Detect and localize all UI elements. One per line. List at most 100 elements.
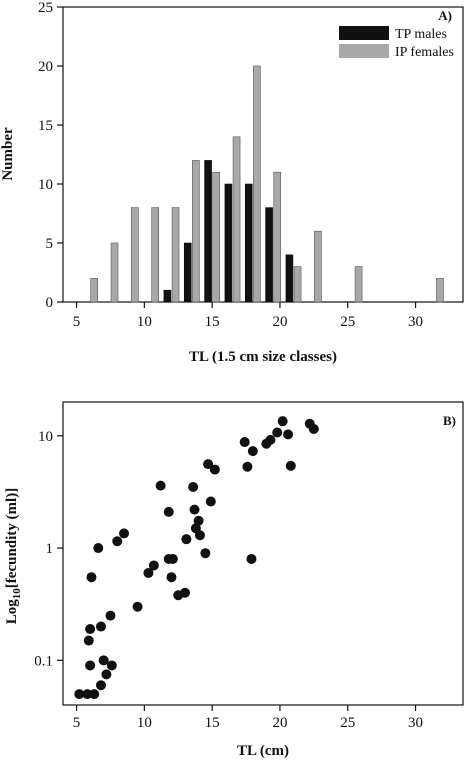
ip-females-bar-13: [436, 278, 444, 303]
panel-a-label: A): [438, 8, 452, 23]
fecundity-point-43: [277, 416, 288, 427]
fecundity-point-17: [143, 567, 154, 578]
fecundity-point-3: [95, 680, 106, 691]
ip-females-bar-11: [314, 230, 322, 303]
fecundity-point-34: [205, 496, 216, 507]
ip-females-bar-8: [253, 65, 261, 303]
fecundity-point-16: [119, 528, 130, 539]
panel-a-y-tick-label-2: 10: [38, 177, 53, 193]
fecundity-point-31: [194, 530, 205, 541]
panel-a-frame: [62, 6, 464, 303]
fecundity-point-14: [93, 543, 104, 554]
panel-b-y-axis-title: Log10[fecundity (ml)]: [4, 488, 23, 624]
panel-b-label: B): [443, 413, 456, 428]
fecundity-point-12: [132, 601, 143, 612]
fecundity-point-13: [86, 572, 97, 583]
fecundity-point-45: [285, 460, 296, 471]
panel-a-y-tick-label-4: 20: [38, 59, 53, 75]
tp-males-bar-4: [244, 183, 253, 303]
panel-b-y-ticks: 0.1 1 10: [34, 429, 63, 669]
panel-b-y-tick-label-1: 1: [46, 541, 54, 557]
fecundity-point-27: [188, 481, 199, 492]
panel-a-y-tick-label-0: 0: [46, 295, 54, 311]
panel-a-y-tick-label-3: 15: [38, 118, 53, 134]
panel-a-y-axis-title: Number: [0, 127, 16, 181]
ip-females-bar-5: [192, 160, 200, 303]
tp-males-bar-2: [204, 160, 212, 303]
panel-b-y-axis-title-main: Log: [4, 599, 20, 625]
ip-females-bar-9: [273, 171, 282, 303]
fecundity-point-42: [272, 427, 283, 438]
panel-a-x-axis-title: TL (1.5 cm size classes): [189, 349, 337, 365]
panel-a-x-tick-label-1: 10: [137, 314, 152, 330]
panel-a-x-tick-label-4: 25: [340, 314, 355, 330]
tp-males-bar-5: [265, 207, 273, 303]
panel-b-y-axis-title-rest: [fecundity (ml)]: [4, 488, 20, 588]
fecundity-point-35: [209, 464, 220, 475]
panel-b-x-tick-label-1: 10: [137, 715, 152, 731]
panel-b-y-tick-label-0: 0.1: [34, 653, 53, 669]
fecundity-point-38: [247, 446, 258, 457]
fecundity-point-15: [112, 536, 123, 547]
fecundity-point-4: [101, 669, 112, 680]
fecundity-point-7: [85, 660, 96, 671]
panel-b-y-tick-label-2: 10: [38, 429, 53, 445]
panel-b-y-axis-title-subscript: 10: [11, 588, 23, 600]
fecundity-point-28: [189, 504, 200, 515]
fecundity-point-47: [308, 423, 319, 434]
fecundity-point-24: [155, 480, 166, 491]
fecundity-point-37: [242, 461, 253, 472]
fecundity-point-44: [283, 429, 294, 440]
fecundity-point-30: [193, 515, 204, 526]
fecundity-point-36: [239, 437, 250, 448]
ip-females-bar-6: [212, 171, 221, 303]
fecundity-point-8: [83, 635, 94, 646]
fecundity-point-33: [203, 459, 214, 470]
tp-males-bar-0: [163, 289, 172, 303]
fecundity-point-18: [148, 560, 159, 571]
tp-males-bar-1: [183, 242, 192, 303]
panel-b-points: [74, 416, 319, 700]
fecundity-point-32: [200, 548, 211, 559]
fecundity-point-2: [89, 689, 100, 700]
fecundity-point-21: [166, 572, 177, 583]
fecundity-point-5: [106, 660, 117, 671]
fecundity-point-9: [85, 624, 96, 635]
panel-a-x-ticks: 5 10 15 20 25 30: [73, 302, 423, 330]
fecundity-point-39: [246, 553, 257, 564]
fecundity-point-23: [180, 587, 191, 598]
panel-a-y-tick-label-1: 5: [46, 236, 54, 252]
panel-a-legend: TP males IP females: [339, 26, 454, 60]
panel-b-x-tick-label-4: 25: [340, 715, 355, 731]
ip-females-bar-10: [293, 266, 302, 303]
fecundity-point-0: [74, 689, 85, 700]
fecundity-point-6: [98, 655, 109, 666]
fecundity-point-11: [105, 610, 116, 621]
fecundity-point-26: [181, 534, 192, 545]
legend-tp-males-label: TP males: [395, 27, 447, 42]
ip-females-bar-12: [354, 266, 363, 303]
ip-females-bar-3: [151, 207, 160, 303]
panel-a-y-ticks: 0 5 10 15 20 25: [38, 0, 63, 311]
panel-a-x-tick-label-3: 20: [272, 314, 287, 330]
ip-females-bar-1: [110, 242, 119, 303]
panel-b-x-ticks: 5 10 15 20 25 30: [73, 705, 423, 731]
panel-a-bars: [90, 65, 444, 303]
fecundity-point-41: [265, 434, 276, 445]
tp-males-bar-3: [224, 183, 233, 303]
panel-b-x-tick-label-0: 5: [73, 715, 81, 731]
panel-b-x-axis-title: TL (cm): [237, 743, 289, 759]
ip-females-bar-4: [171, 207, 180, 303]
panel-a-x-tick-label-2: 15: [205, 314, 220, 330]
tp-males-bar-6: [285, 254, 294, 303]
fecundity-point-25: [163, 506, 174, 517]
ip-females-bar-2: [131, 207, 139, 303]
panel-a-x-tick-label-5: 30: [408, 314, 423, 330]
fecundity-point-20: [167, 553, 178, 564]
panel-b-x-tick-label-2: 15: [205, 715, 220, 731]
ip-females-bar-0: [90, 278, 98, 303]
panel-a-bar-chart: 0 5 10 15 20 25 5 10 15 20 25 30 A) TP males IP fe…: [0, 0, 464, 365]
panel-a-y-tick-label-5: 25: [38, 0, 53, 16]
